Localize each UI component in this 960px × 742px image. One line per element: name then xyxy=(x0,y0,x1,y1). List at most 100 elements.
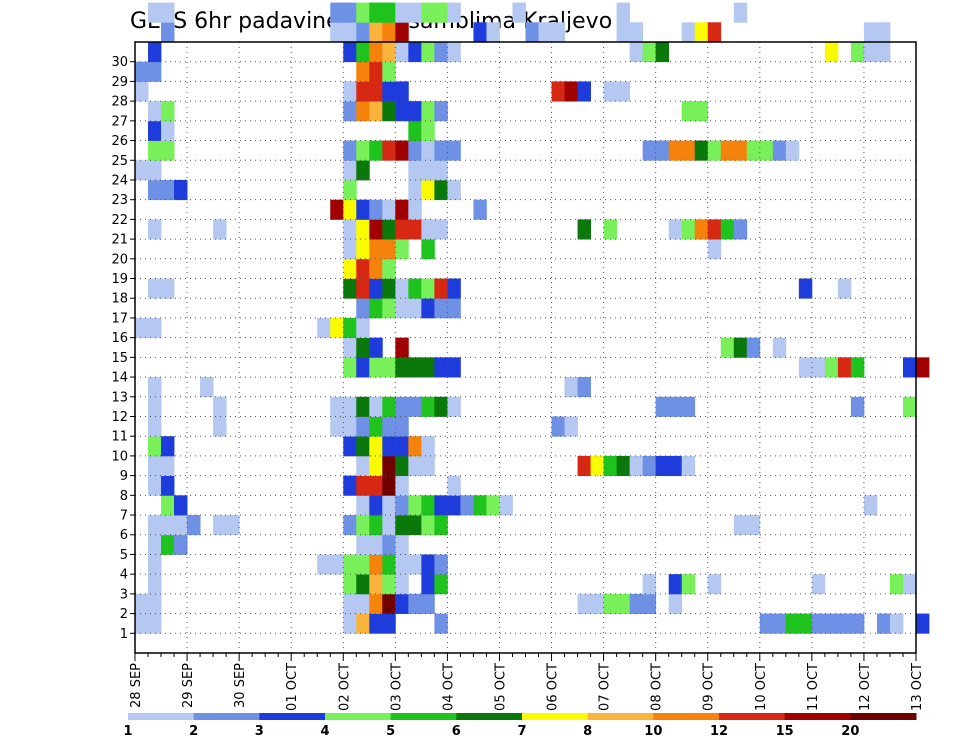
y-tick-label: 22 xyxy=(111,213,128,228)
plot-frame xyxy=(134,41,917,654)
heatmap-cell xyxy=(213,515,227,536)
x-tick-label: 12 OCT xyxy=(858,663,873,711)
heatmap-cell xyxy=(434,554,448,575)
heatmap-cell xyxy=(343,613,357,634)
heatmap-cell xyxy=(395,219,409,240)
heatmap-cell xyxy=(642,42,657,63)
heatmap-cell xyxy=(421,101,435,122)
heatmap-cell xyxy=(174,515,188,536)
heatmap-cell xyxy=(148,436,162,457)
heatmap-cell xyxy=(603,81,618,102)
heatmap-cell xyxy=(369,534,383,555)
colorbar-label: 1 xyxy=(123,724,132,739)
heatmap-cell xyxy=(161,22,175,43)
heatmap-cell xyxy=(330,317,344,339)
heatmap-cell xyxy=(668,455,683,477)
heatmap-cell xyxy=(408,219,422,240)
heatmap-cell xyxy=(369,574,383,595)
heatmap-cell xyxy=(629,22,644,43)
x-tick-label: 02 OCT xyxy=(337,663,352,711)
heatmap-cell xyxy=(356,574,370,595)
heatmap-cell xyxy=(356,140,370,161)
colorbar-swatch xyxy=(653,713,720,720)
heatmap-cell xyxy=(681,101,696,122)
heatmap-cell xyxy=(148,416,162,437)
heatmap-cell xyxy=(421,554,435,575)
x-tick-label: 09 OCT xyxy=(702,663,717,711)
heatmap-cell xyxy=(382,140,396,161)
heatmap-cell xyxy=(356,475,370,496)
heatmap-cell xyxy=(356,495,370,516)
heatmap-cell xyxy=(655,42,670,63)
colorbar-label: 10 xyxy=(644,724,662,739)
heatmap-cell xyxy=(356,160,370,181)
heatmap-cell xyxy=(161,495,175,516)
heatmap-cell xyxy=(408,495,422,516)
heatmap-cell xyxy=(408,179,422,201)
heatmap-cell xyxy=(161,2,175,23)
heatmap-cell xyxy=(395,337,409,358)
heatmap-cell xyxy=(733,337,748,358)
heatmap-cell xyxy=(343,199,357,220)
heatmap-cell xyxy=(200,377,214,398)
heatmap-cell xyxy=(421,219,435,240)
heatmap-cell xyxy=(421,455,435,477)
heatmap-cell xyxy=(408,120,422,141)
heatmap-cell xyxy=(590,593,604,614)
heatmap-cell xyxy=(720,140,735,161)
heatmap-cell xyxy=(408,455,422,477)
heatmap-cell xyxy=(369,42,383,63)
heatmap-cell xyxy=(330,396,344,417)
colorbar-swatch xyxy=(325,713,392,720)
heatmap-cell xyxy=(616,22,631,43)
heatmap-cell xyxy=(564,377,578,398)
heatmap-cell xyxy=(148,455,162,477)
heatmap-cell xyxy=(733,140,748,161)
heatmap-cell xyxy=(616,2,631,23)
y-tick-label: 3 xyxy=(120,587,128,602)
heatmap-cell xyxy=(174,179,188,201)
colorbar-swatch xyxy=(850,713,917,720)
heatmap-cell xyxy=(382,219,396,240)
heatmap-cell xyxy=(447,140,461,161)
heatmap-cell xyxy=(603,455,618,477)
heatmap-cell xyxy=(421,120,435,141)
heatmap-cell xyxy=(590,455,604,477)
heatmap-cell xyxy=(629,593,644,614)
heatmap-cell xyxy=(681,22,696,43)
heatmap-cell xyxy=(369,2,383,23)
heatmap-cell xyxy=(356,515,370,536)
heatmap-cell xyxy=(642,593,657,614)
heatmap-cell xyxy=(343,475,357,496)
heatmap-cell xyxy=(356,22,370,43)
heatmap-cell xyxy=(148,120,162,141)
heatmap-cell xyxy=(187,515,201,536)
heatmap-cell xyxy=(369,22,383,43)
x-tick-label: 28 SEP xyxy=(129,663,144,708)
heatmap-cell xyxy=(356,317,370,339)
heatmap-cell xyxy=(447,179,461,201)
heatmap-cell xyxy=(382,554,396,575)
heatmap-cell xyxy=(707,574,722,595)
heatmap-cell xyxy=(395,574,409,595)
heatmap-cell xyxy=(564,416,578,437)
x-axis: 28 SEP 29 SEP 30 SEP 01 OCT 02 OCT 03 OCT 04 O… xyxy=(129,653,925,711)
heatmap-cell xyxy=(850,42,865,63)
heatmap-cell xyxy=(434,495,448,516)
heatmap-cell xyxy=(161,278,175,299)
heatmap-cell xyxy=(707,140,722,161)
heatmap-cell xyxy=(317,317,331,339)
heatmap-cell xyxy=(785,613,800,634)
heatmap-cell xyxy=(421,593,435,614)
heatmap-cell xyxy=(356,219,370,240)
heatmap-cell xyxy=(148,396,162,417)
heatmap-cell xyxy=(148,179,162,201)
heatmap-cell xyxy=(226,515,240,536)
heatmap-cell xyxy=(486,22,500,43)
heatmap-cell xyxy=(356,81,370,102)
heatmap-cell xyxy=(369,140,383,161)
heatmap-cell xyxy=(746,337,761,358)
y-tick-label: 20 xyxy=(111,252,128,267)
heatmap-cell xyxy=(434,357,448,378)
